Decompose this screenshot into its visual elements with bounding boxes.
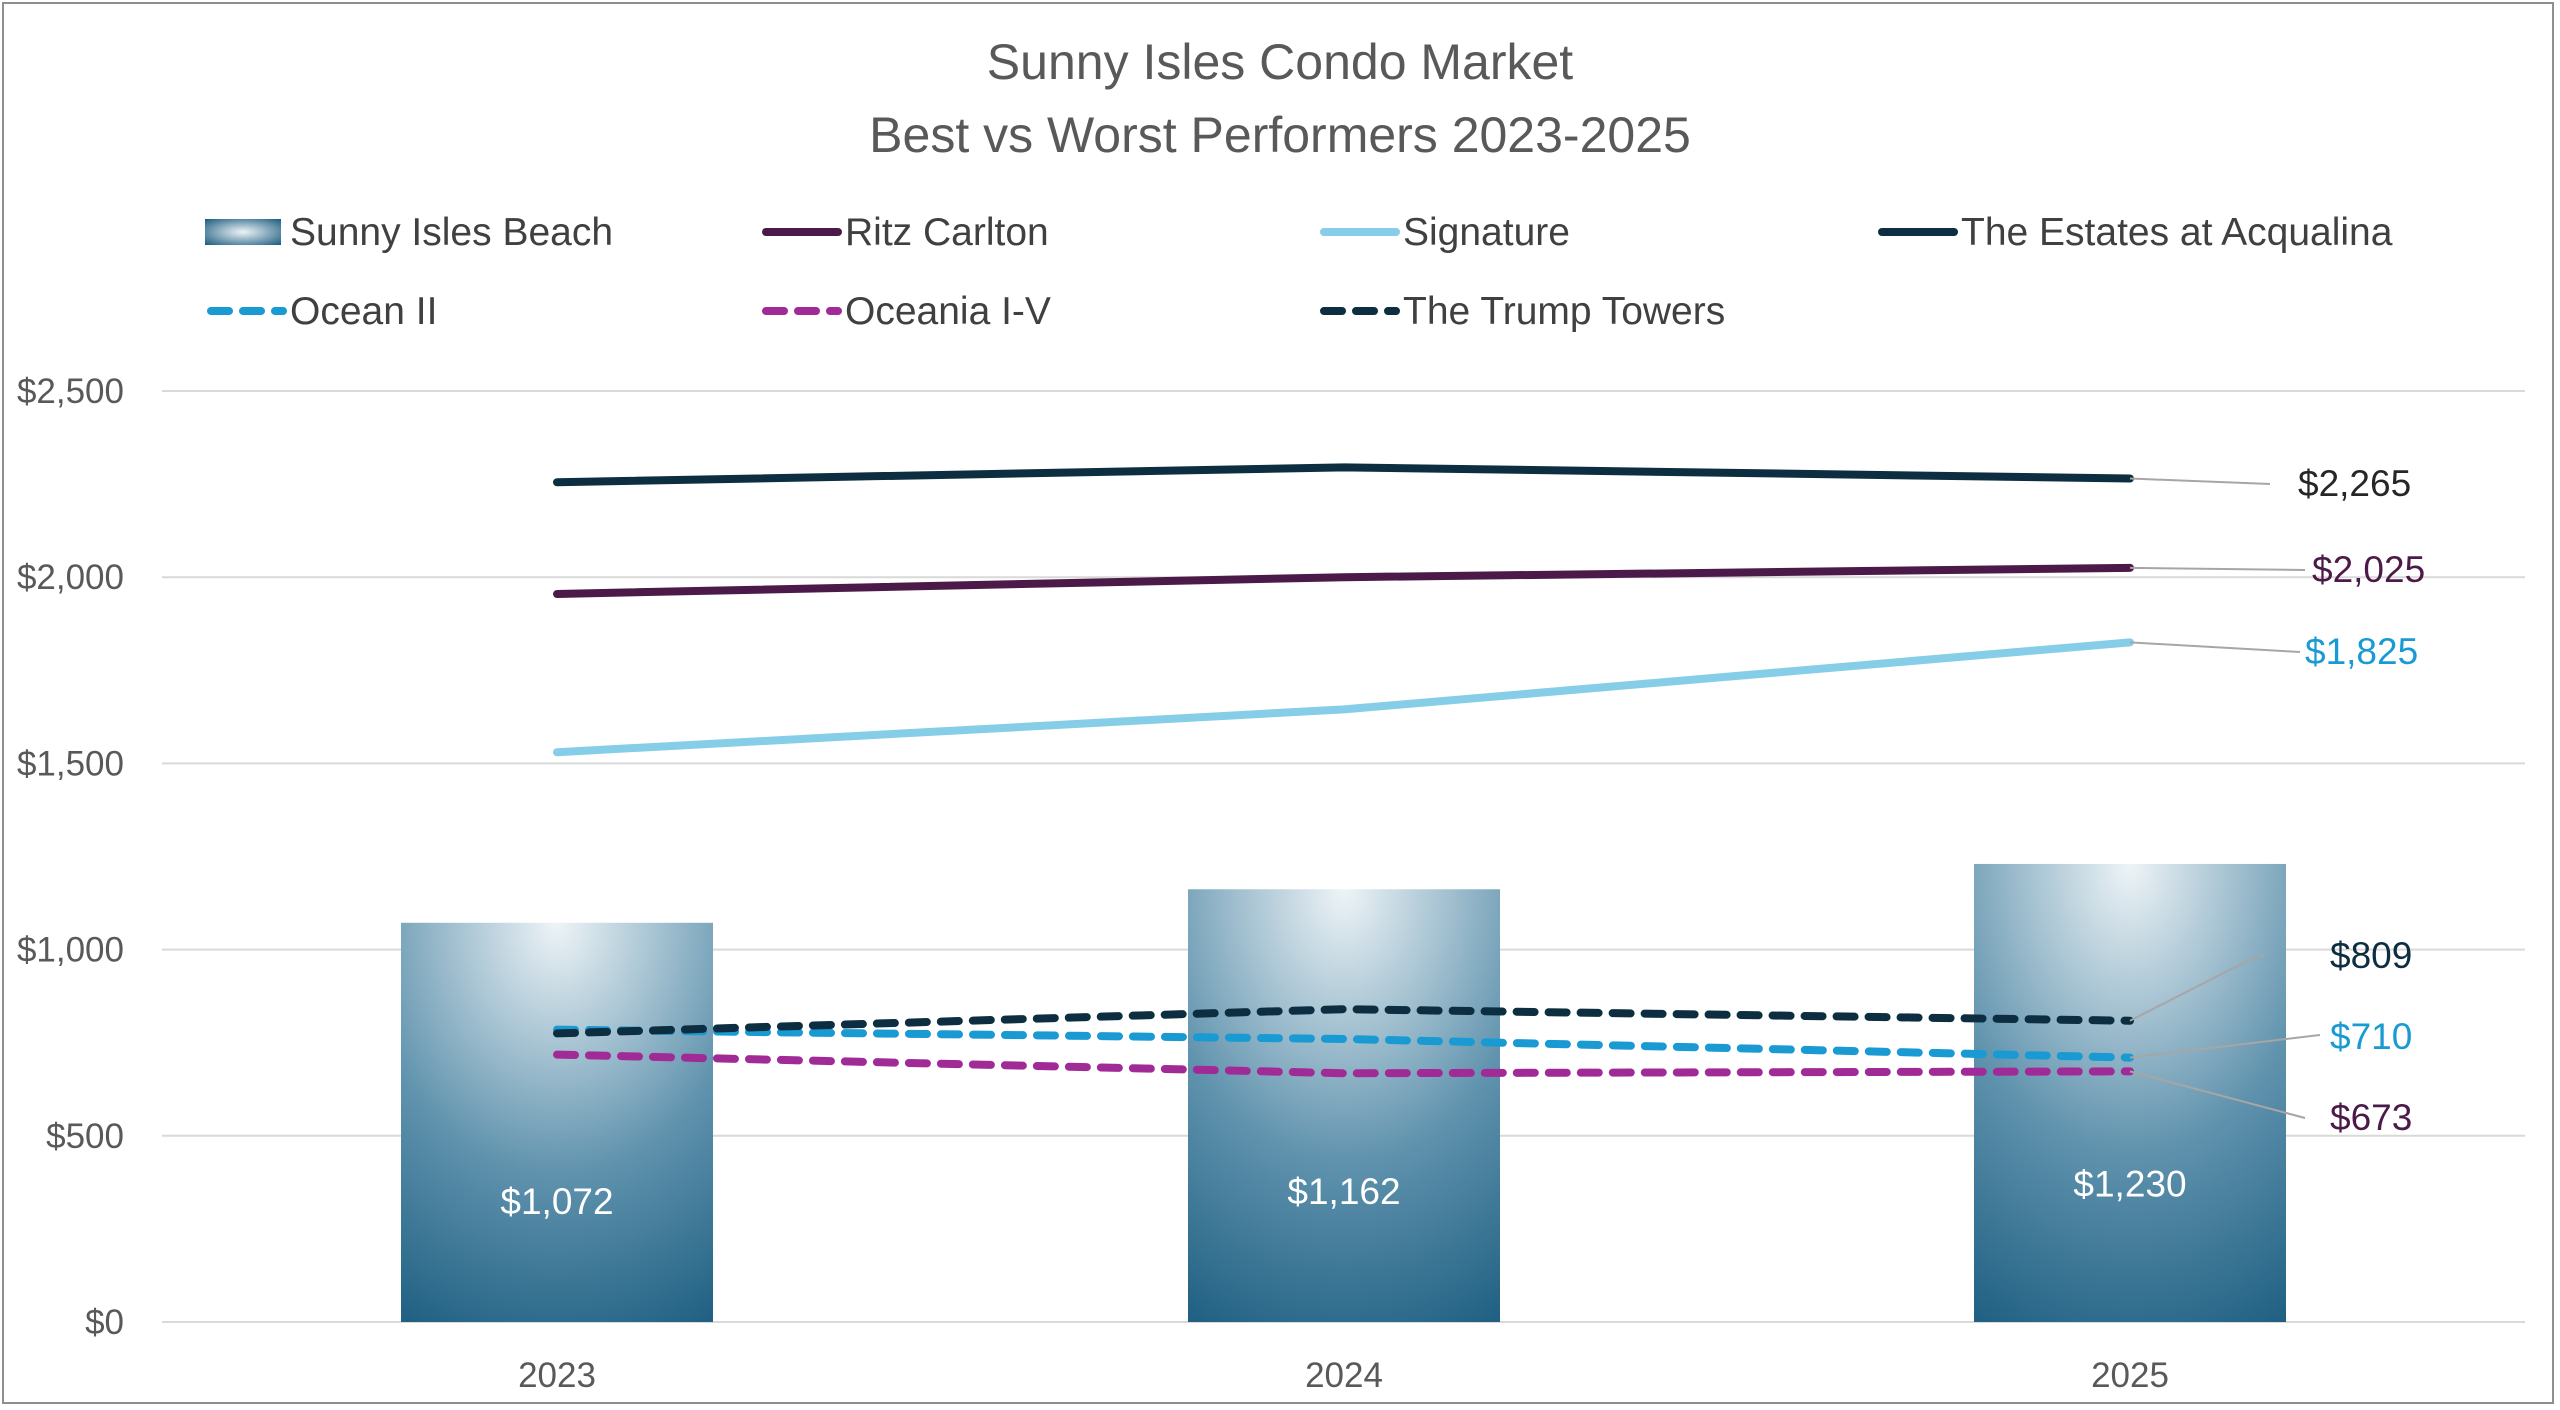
y-tick-label: $2,000 bbox=[17, 558, 124, 597]
y-tick-label: $1,000 bbox=[17, 931, 124, 970]
line-end-label: $1,825 bbox=[2305, 631, 2418, 672]
legend: Sunny Isles Beach Ritz Carlton Signature Th… bbox=[205, 211, 2393, 333]
y-tick-label: $1,500 bbox=[17, 744, 124, 783]
legend-label: Ocean II bbox=[290, 290, 437, 333]
legend-label: Oceania I-V bbox=[845, 290, 1051, 333]
line-the-estates-at-acqualina bbox=[553, 463, 2134, 487]
legend-label: Sunny Isles Beach bbox=[290, 211, 613, 254]
line-end-label: $809 bbox=[2330, 935, 2412, 976]
legend-label: Signature bbox=[1403, 211, 1570, 254]
bar bbox=[1188, 889, 1500, 1322]
bar-data-label: $1,230 bbox=[2073, 1164, 2186, 1205]
legend-label: Ritz Carlton bbox=[845, 211, 1049, 254]
line-signature bbox=[553, 638, 2134, 757]
leader-line bbox=[2129, 477, 2271, 485]
bar-data-label: $1,162 bbox=[1287, 1171, 1400, 1212]
chart-title: Sunny Isles Condo Market bbox=[987, 34, 1574, 90]
label-leader-lines bbox=[2129, 477, 2321, 1119]
line-end-label: $2,025 bbox=[2312, 549, 2425, 590]
leader-line bbox=[2129, 566, 2306, 571]
y-tick-label: $2,500 bbox=[17, 372, 124, 411]
x-tick-label: 2025 bbox=[2091, 1356, 2169, 1395]
legend-label: The Estates at Acqualina bbox=[1961, 211, 2393, 254]
line-end-label: $2,265 bbox=[2298, 463, 2411, 504]
y-tick-label: $0 bbox=[85, 1303, 124, 1342]
chart-subtitle: Best vs Worst Performers 2023-2025 bbox=[869, 107, 1691, 163]
leader-line bbox=[2129, 1070, 2306, 1119]
y-axis: $0 $500 $1,000 $1,500 $2,000 $2,500 bbox=[17, 372, 124, 1342]
y-tick-label: $500 bbox=[46, 1117, 124, 1156]
bar-series bbox=[401, 863, 2286, 1322]
line-the-trump-towers bbox=[553, 1005, 2134, 1038]
line-series bbox=[553, 463, 2134, 1078]
line-ocean-ii bbox=[553, 1025, 2134, 1062]
bar-data-label: $1,072 bbox=[500, 1181, 613, 1222]
legend-label: The Trump Towers bbox=[1403, 290, 1725, 333]
legend-swatch bbox=[205, 219, 281, 245]
line-end-label: $710 bbox=[2330, 1016, 2412, 1057]
leader-line bbox=[2129, 954, 2266, 1022]
leader-line bbox=[2129, 1034, 2321, 1059]
bar bbox=[1974, 863, 2286, 1322]
x-tick-label: 2023 bbox=[518, 1356, 596, 1395]
line-end-label: $673 bbox=[2330, 1097, 2412, 1138]
line-ritz-carlton bbox=[553, 563, 2134, 598]
bar bbox=[401, 922, 713, 1322]
x-tick-label: 2024 bbox=[1305, 1356, 1383, 1395]
data-labels: $1,072 $1,162 $1,230 $2,025 $1,825 $2,265 $710… bbox=[500, 463, 2425, 1222]
line-oceania-i-v bbox=[553, 1050, 2134, 1078]
x-axis: 2023 2024 2025 bbox=[518, 1356, 2169, 1395]
leader-line bbox=[2129, 641, 2301, 653]
